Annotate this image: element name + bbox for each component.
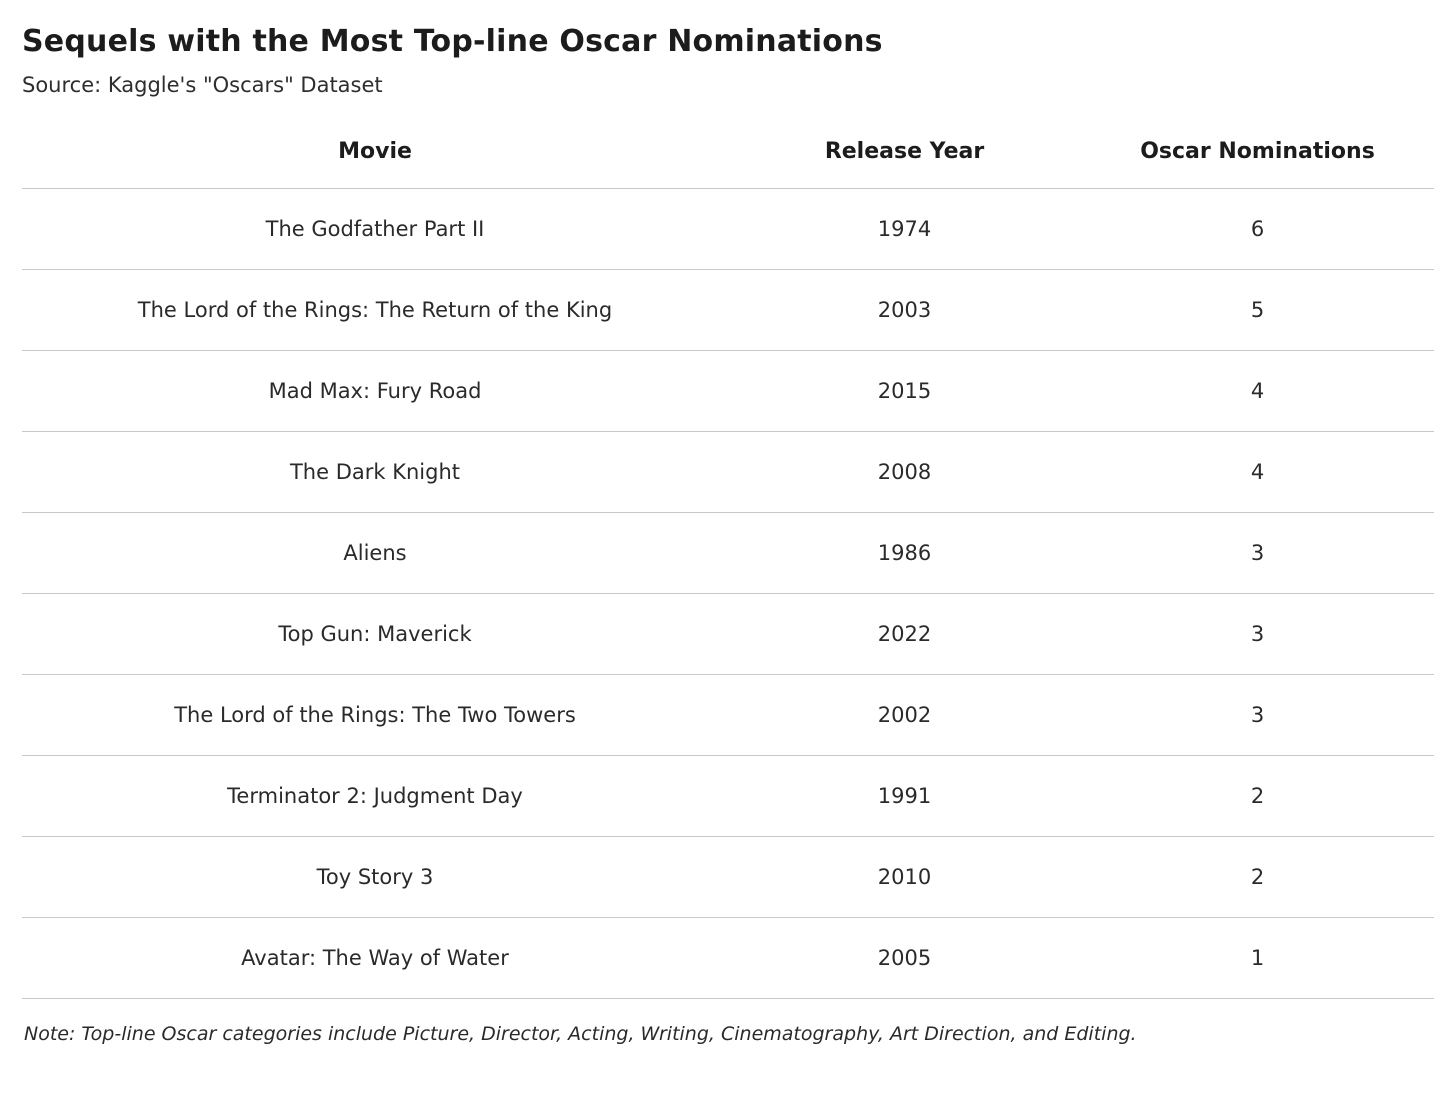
release-year-cell: 1974 [728, 188, 1081, 270]
table-header-row: Movie Release Year Oscar Nominations [22, 125, 1434, 189]
release-year-cell: 2010 [728, 836, 1081, 918]
oscar-nominations-cell: 5 [1081, 269, 1434, 351]
table-row: The Lord of the Rings: The Two Towers 200… [22, 674, 1434, 756]
movie-cell: Toy Story 3 [22, 836, 728, 918]
oscar-nominations-cell: 3 [1081, 512, 1434, 594]
movie-cell: The Lord of the Rings: The Two Towers [22, 674, 728, 756]
oscar-nominations-cell: 6 [1081, 188, 1434, 270]
col-header-release-year: Release Year [728, 125, 1081, 189]
source-caption: Source: Kaggle's "Oscars" Dataset [22, 73, 383, 97]
oscar-nominations-cell: 2 [1081, 836, 1434, 918]
movie-cell: The Lord of the Rings: The Return of the… [22, 269, 728, 351]
release-year-cell: 2003 [728, 269, 1081, 351]
movie-cell: Aliens [22, 512, 728, 594]
table-row: Avatar: The Way of Water 2005 1 [22, 917, 1434, 999]
movie-cell: The Dark Knight [22, 431, 728, 513]
release-year-cell: 2005 [728, 917, 1081, 999]
table-row: Mad Max: Fury Road 2015 4 [22, 350, 1434, 432]
oscar-nominations-cell: 4 [1081, 350, 1434, 432]
movie-cell: The Godfather Part II [22, 188, 728, 270]
release-year-cell: 2015 [728, 350, 1081, 432]
page-title: Sequels with the Most Top-line Oscar Nom… [22, 24, 883, 59]
release-year-cell: 2008 [728, 431, 1081, 513]
oscar-nominations-cell: 1 [1081, 917, 1434, 999]
table-row: Top Gun: Maverick 2022 3 [22, 593, 1434, 675]
col-header-movie: Movie [22, 125, 728, 189]
oscar-nominations-table: Movie Release Year Oscar Nominations The G… [22, 125, 1434, 999]
movie-cell: Top Gun: Maverick [22, 593, 728, 675]
oscar-nominations-cell: 2 [1081, 755, 1434, 837]
table-row: The Godfather Part II 1974 6 [22, 188, 1434, 270]
table-row: Toy Story 3 2010 2 [22, 836, 1434, 918]
oscar-nominations-cell: 4 [1081, 431, 1434, 513]
movie-cell: Avatar: The Way of Water [22, 917, 728, 999]
table-row: The Lord of the Rings: The Return of the… [22, 269, 1434, 351]
release-year-cell: 1986 [728, 512, 1081, 594]
movie-cell: Mad Max: Fury Road [22, 350, 728, 432]
oscar-nominations-cell: 3 [1081, 674, 1434, 756]
movie-cell: Terminator 2: Judgment Day [22, 755, 728, 837]
table-row: The Dark Knight 2008 4 [22, 431, 1434, 513]
col-header-oscar-nominations: Oscar Nominations [1081, 125, 1434, 189]
table-body: The Godfather Part II 1974 6 The Lord of th… [22, 188, 1434, 999]
release-year-cell: 2002 [728, 674, 1081, 756]
table-row: Terminator 2: Judgment Day 1991 2 [22, 755, 1434, 837]
table-row: Aliens 1986 3 [22, 512, 1434, 594]
table-header: Movie Release Year Oscar Nominations [22, 125, 1434, 189]
release-year-cell: 1991 [728, 755, 1081, 837]
release-year-cell: 2022 [728, 593, 1081, 675]
footnote: Note: Top-line Oscar categories include … [24, 1023, 1137, 1045]
oscar-nominations-cell: 3 [1081, 593, 1434, 675]
